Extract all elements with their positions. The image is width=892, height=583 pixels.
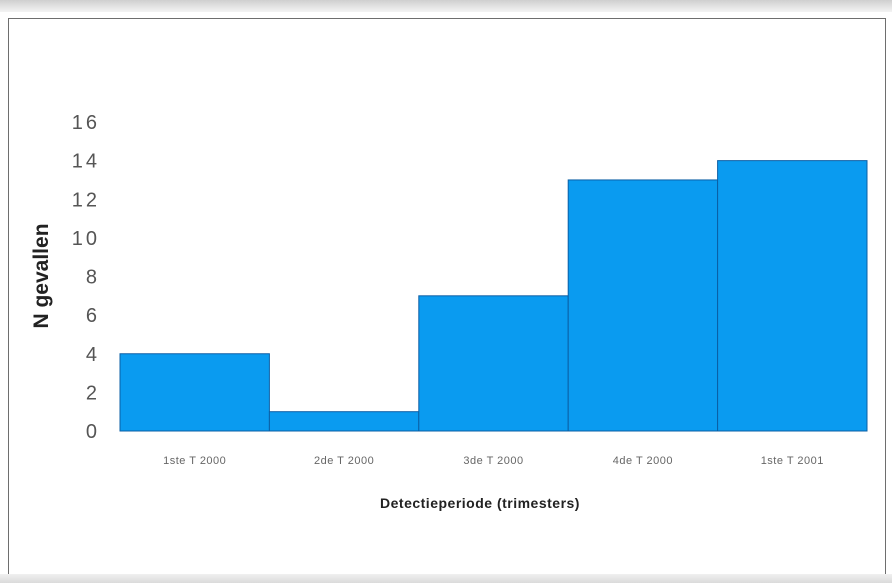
- y-tick-label: 12: [72, 189, 100, 211]
- bars: [119, 160, 868, 432]
- y-tick-label: 8: [86, 267, 100, 289]
- x-tick-label: 2de T 2000: [314, 455, 374, 467]
- y-axis-label: N gevallen: [30, 223, 53, 328]
- x-axis-label: Detectieperiode (trimesters): [380, 495, 580, 511]
- bar: [418, 295, 569, 432]
- y-tick-label: 10: [72, 228, 100, 250]
- scan-top-strip: [0, 0, 892, 12]
- x-axis-ticks: 1ste T 2000 2de T 2000 3de T 2000 4de T 200…: [163, 455, 824, 467]
- y-tick-label: 2: [86, 382, 100, 404]
- y-tick-label: 0: [86, 421, 100, 443]
- x-tick-label: 4de T 2000: [613, 455, 673, 467]
- y-tick-label: 16: [72, 112, 100, 134]
- y-tick-label: 6: [86, 305, 100, 327]
- x-tick-label: 3de T 2000: [463, 455, 523, 467]
- x-tick-label: 1ste T 2001: [761, 455, 824, 467]
- bar: [567, 179, 719, 432]
- bar: [119, 353, 270, 432]
- y-axis-ticks: 0 2 4 6 8 10 12 14 16: [72, 112, 100, 443]
- bar: [717, 160, 868, 432]
- bar: [268, 411, 420, 432]
- scan-bottom-strip: [0, 574, 892, 583]
- x-tick-label: 1ste T 2000: [163, 455, 226, 467]
- y-tick-label: 14: [72, 151, 100, 173]
- y-tick-label: 4: [86, 344, 100, 366]
